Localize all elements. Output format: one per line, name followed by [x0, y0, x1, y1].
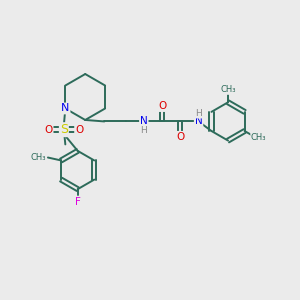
Text: CH₃: CH₃ [31, 153, 46, 162]
Text: O: O [176, 132, 184, 142]
Text: O: O [44, 125, 53, 135]
Text: H: H [195, 109, 202, 118]
Text: F: F [75, 196, 81, 206]
Text: N: N [140, 116, 148, 126]
Text: H: H [140, 126, 147, 135]
Text: CH₃: CH₃ [220, 85, 236, 94]
Text: O: O [75, 125, 83, 135]
Text: N: N [61, 103, 70, 113]
Text: N: N [195, 116, 203, 126]
Text: S: S [60, 123, 68, 136]
Text: CH₃: CH₃ [251, 133, 266, 142]
Text: O: O [158, 101, 166, 111]
